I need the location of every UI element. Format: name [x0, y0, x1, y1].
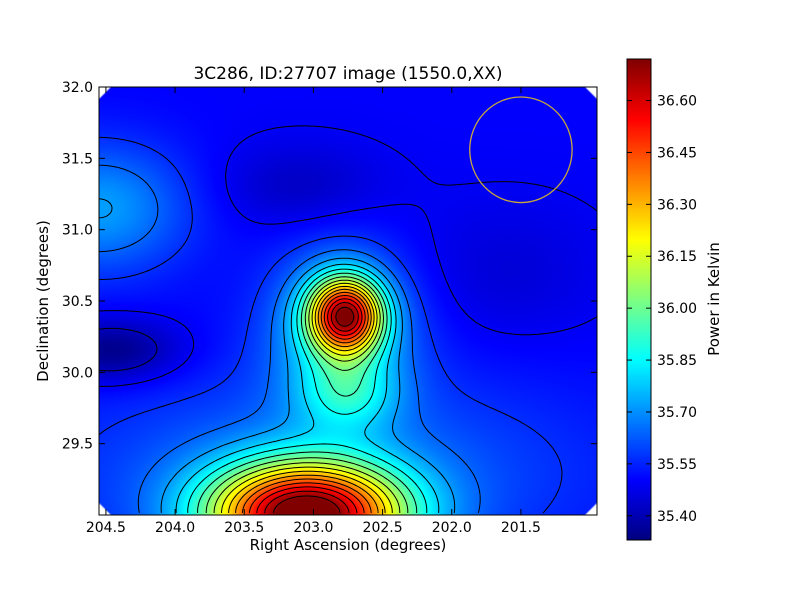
x-tick-label: 201.5	[501, 520, 541, 536]
colorbar-tick-label: 36.60	[657, 94, 697, 110]
colorbar-tick-label: 35.85	[657, 353, 697, 369]
chart-title: 3C286, ID:27707 image (1550.0,XX)	[193, 64, 502, 84]
colorbar-tick-label: 36.30	[657, 197, 697, 213]
colorbar-tick-label: 36.15	[657, 249, 697, 265]
colorbar-label: Power in Kelvin	[705, 242, 723, 356]
y-axis: 29.5 30.0 30.5 31.0 31.5 32.0	[62, 80, 597, 453]
colorbar-tick-label: 36.00	[657, 301, 697, 317]
beam-circle	[469, 96, 573, 204]
plot-area	[98, 86, 598, 516]
heatmap-image	[99, 87, 597, 515]
y-tick-label: 32.0	[62, 80, 93, 96]
y-tick-label: 31.5	[62, 151, 93, 167]
x-tick-label: 204.5	[86, 520, 126, 536]
x-tick-label: 202.0	[432, 520, 472, 536]
x-tick-label: 203.0	[293, 520, 333, 536]
colorbar-ticks: 35.40 35.55 35.70 35.85 36.00 36.15 36.30 36.45…	[627, 94, 697, 525]
colorbar: 35.40 35.55 35.70 35.85 36.00 36.15 36.30 36.45…	[626, 58, 723, 541]
x-axis: 204.5 204.0 203.5 203.0 202.5 202.0 201.5	[86, 87, 541, 536]
x-tick-label: 202.5	[363, 520, 403, 536]
colorbar-tick-label: 35.55	[657, 457, 697, 473]
colorbar-tick-label: 35.70	[657, 405, 697, 421]
x-tick-label: 204.0	[155, 520, 195, 536]
y-tick-label: 30.5	[62, 294, 93, 310]
colorbar-gradient	[627, 59, 651, 540]
colorbar-tick-label: 36.45	[657, 145, 697, 161]
y-tick-label: 30.0	[62, 365, 93, 381]
x-axis-label: Right Ascension (degrees)	[250, 536, 447, 554]
colorbar-tick-label: 35.40	[657, 509, 697, 525]
colorbar-frame	[626, 58, 652, 541]
y-tick-label: 31.0	[62, 223, 93, 239]
y-axis-label: Declination (degrees)	[34, 220, 52, 382]
x-tick-label: 203.5	[224, 520, 264, 536]
y-tick-label: 29.5	[62, 437, 93, 453]
contour-lines	[98, 125, 598, 514]
